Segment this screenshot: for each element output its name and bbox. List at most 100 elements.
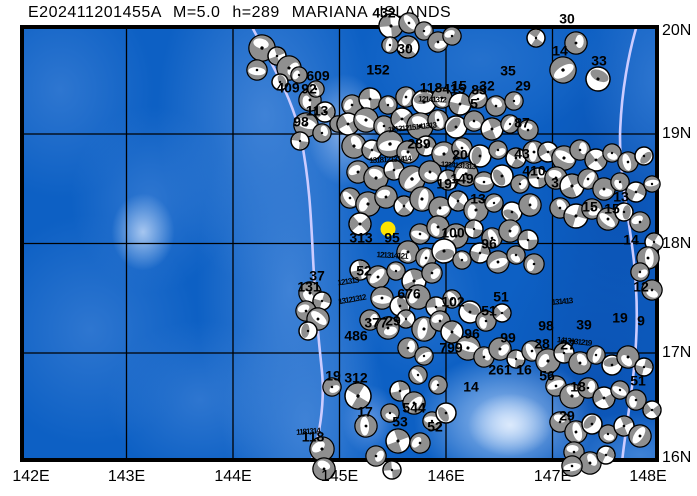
depth-label: 149	[450, 170, 474, 187]
beachball	[386, 261, 406, 281]
beachball	[596, 445, 616, 465]
beachball	[523, 253, 545, 275]
beachball	[481, 227, 503, 249]
beachball	[312, 457, 336, 481]
depth-label: 53	[392, 413, 408, 430]
beachball	[290, 66, 308, 84]
beachball	[414, 346, 434, 366]
depth-label: 102	[441, 293, 465, 310]
beachball	[415, 135, 437, 157]
beachball	[429, 310, 451, 332]
depth-label: 52	[427, 418, 443, 435]
beachball	[498, 219, 522, 243]
depth-label: 14	[623, 231, 639, 248]
depth-label: 96	[464, 325, 480, 342]
depth-label: 13	[470, 190, 486, 207]
depth-label: 87	[514, 114, 530, 131]
beachball	[500, 114, 520, 134]
beachball	[290, 131, 310, 151]
beachball	[581, 198, 603, 220]
beachball	[505, 147, 527, 169]
beachball	[630, 262, 650, 282]
x-axis-label: 145E	[320, 468, 359, 485]
depth-label: 17	[357, 403, 373, 420]
depth-label: 152	[366, 61, 390, 78]
beachball	[504, 91, 524, 111]
beachball	[585, 66, 611, 92]
beachball	[428, 196, 452, 220]
depth-label: 20	[452, 146, 468, 163]
beachball	[517, 229, 539, 251]
beachball	[402, 391, 426, 415]
y-axis-label: 19N	[662, 125, 692, 142]
beachball	[354, 414, 378, 438]
depth-label: 13	[613, 188, 629, 205]
y-axis-label: 20N	[662, 22, 692, 39]
overlapping-labels-scribble: 12141312	[418, 94, 446, 105]
depth-label: 131	[297, 278, 321, 295]
beachball	[381, 36, 399, 54]
beachball	[610, 380, 630, 400]
beachball	[409, 186, 435, 212]
beachball	[596, 207, 620, 231]
beachball	[442, 289, 462, 309]
beachball	[409, 223, 431, 245]
beachball	[625, 181, 647, 203]
depth-label: 98	[293, 113, 309, 130]
depth-label: 432	[372, 4, 396, 21]
y-axis-label: 18N	[662, 234, 692, 252]
beachball	[298, 321, 318, 341]
depth-label: 118	[419, 79, 443, 96]
beachball	[396, 140, 420, 164]
event-epicenter-marker	[380, 221, 396, 237]
x-axis-label: 148E	[629, 468, 667, 485]
x-axis-label: 142E	[12, 468, 50, 485]
beachball	[468, 89, 488, 109]
beachball	[312, 123, 332, 143]
beachball	[397, 337, 419, 359]
depth-label: 28	[534, 335, 550, 352]
depth-label: 544	[402, 399, 426, 416]
beachball	[453, 161, 479, 187]
depth-label: 5	[470, 95, 478, 112]
beachball	[380, 403, 400, 423]
x-axis-label: 144E	[214, 468, 252, 485]
depth-label: 18	[570, 378, 586, 395]
depth-label: 415	[442, 80, 466, 97]
depth-label: 39	[576, 316, 592, 333]
depth-label: 313	[349, 229, 373, 246]
beachball	[358, 87, 382, 111]
beachball	[584, 148, 608, 172]
depth-label: 51	[630, 372, 646, 389]
depth-label: 52	[356, 262, 372, 279]
beachball	[549, 411, 571, 433]
depth-label: 29	[515, 77, 531, 94]
beachball	[643, 175, 661, 193]
beachball	[501, 201, 523, 223]
beachball	[463, 110, 485, 132]
beachball	[246, 59, 268, 81]
depth-label: 14	[552, 42, 568, 59]
beachball	[431, 87, 453, 109]
depth-label: 377	[364, 314, 388, 331]
beachball	[322, 377, 342, 397]
beachball	[526, 28, 546, 48]
beachball	[568, 351, 592, 375]
beachball	[485, 95, 507, 117]
beachball	[602, 143, 622, 163]
beachball	[448, 92, 472, 116]
beachball	[366, 265, 390, 289]
beachball	[616, 345, 640, 369]
beachball	[458, 300, 482, 324]
depth-label: 92	[301, 80, 317, 97]
beachball	[344, 382, 372, 410]
depth-label: 43	[514, 145, 530, 162]
depth-label: 99	[500, 329, 516, 346]
depth-label: 289	[407, 135, 431, 152]
beachball	[435, 402, 457, 424]
beachball	[452, 250, 472, 270]
depth-label: 9	[637, 312, 645, 329]
depth-label: 33	[591, 52, 607, 69]
depth-label: 51	[481, 302, 497, 319]
depth-label: 15	[451, 77, 467, 94]
